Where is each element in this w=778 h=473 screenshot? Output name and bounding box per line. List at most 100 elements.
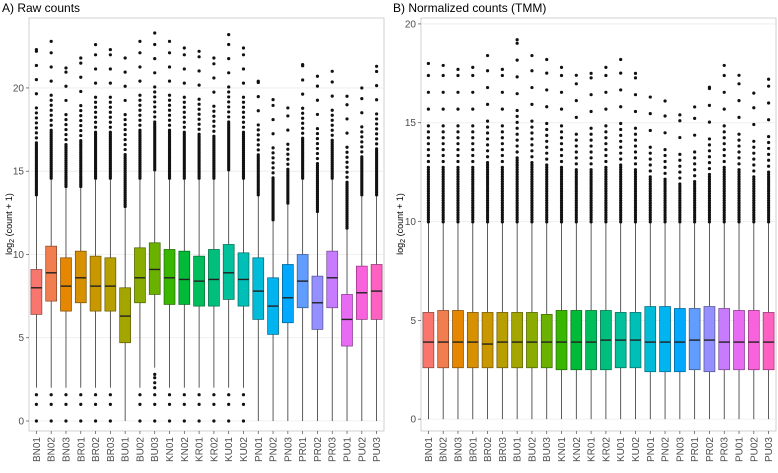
outliers-ku02 [241, 46, 246, 423]
x-tick-label-kn02: KN02 [180, 437, 191, 462]
outliers-pu03 [375, 64, 379, 197]
box-bn03 [60, 66, 72, 423]
outliers-br02 [93, 43, 98, 423]
x-tick-label-pr01: PR01 [690, 437, 701, 462]
y-tick-label: 15 [13, 167, 25, 178]
box-pu03 [762, 77, 775, 420]
x-tick-label-ku02: KU02 [239, 437, 250, 462]
outliers-bn02 [49, 39, 53, 423]
iqr-box-pu01 [341, 294, 353, 347]
iqr-box-kr01 [585, 310, 597, 371]
iqr-box-br03 [496, 312, 509, 369]
box-bu02 [134, 39, 146, 423]
y-tick-label: 10 [13, 250, 25, 261]
x-tick-label-br02: BR02 [483, 437, 494, 462]
iqr-box-br01 [74, 250, 87, 304]
outliers-pu02 [360, 86, 364, 197]
x-tick-label-pu01: PU01 [343, 437, 354, 462]
x-tick-label-br03: BR03 [498, 437, 509, 462]
x-tick-label-bu02: BU02 [527, 437, 538, 462]
outliers-ku02 [633, 71, 638, 224]
x-tick-label-pr02: PR02 [705, 437, 716, 462]
x-tick-label-bu01: BU01 [121, 437, 132, 462]
box-kr02 [208, 56, 220, 423]
y-tick-label: 5 [18, 333, 24, 344]
x-tick-label-kr01: KR01 [195, 437, 206, 462]
outliers-pn03 [286, 106, 290, 205]
x-tick-label-pn02: PN02 [269, 437, 280, 462]
box-br02 [89, 43, 102, 423]
iqr-box-kr02 [208, 249, 220, 307]
iqr-box-pu02 [747, 310, 760, 371]
iqr-box-pr01 [688, 308, 701, 371]
box-bn01 [30, 48, 43, 423]
iqr-box-pn02 [659, 306, 671, 373]
outliers-kn01 [559, 65, 564, 224]
iqr-box-br01 [466, 312, 479, 369]
x-tick-label-bu03: BU03 [150, 437, 161, 462]
iqr-box-kn01 [555, 310, 568, 371]
iqr-box-bu02 [134, 247, 146, 304]
panel-b-y-label: log2 (count + 1) [395, 193, 407, 255]
box-pr02 [311, 74, 324, 422]
iqr-box-pn01 [252, 257, 265, 320]
iqr-box-pr02 [703, 306, 716, 373]
outliers-pn03 [678, 113, 682, 224]
box-pu02 [747, 91, 760, 420]
panel-b-grid [421, 23, 776, 420]
box-pr03 [718, 63, 731, 420]
box-pn03 [674, 113, 686, 420]
outliers-bu02 [530, 53, 534, 224]
box-br03 [104, 48, 117, 423]
x-tick-label-kr02: KR02 [601, 437, 612, 462]
x-tick-label-br01: BR01 [76, 437, 87, 462]
box-bu01 [511, 38, 523, 420]
box-pr01 [688, 105, 701, 420]
panel-a-y-axis: 0 5 10 15 20 [13, 83, 29, 428]
box-kr01 [193, 49, 205, 423]
outliers-pn02 [271, 98, 275, 222]
box-bu03 [540, 57, 553, 420]
y-tick-label: 5 [410, 316, 416, 327]
outliers-kn01 [167, 39, 172, 423]
box-kr02 [600, 65, 612, 420]
box-kn01 [163, 39, 176, 423]
x-tick-label-bn01: BN01 [424, 437, 435, 462]
outliers-kr02 [212, 56, 216, 423]
iqr-box-kn02 [570, 310, 583, 371]
outliers-br03 [500, 67, 504, 224]
box-kr01 [585, 71, 597, 420]
outliers-pu03 [767, 77, 771, 224]
iqr-box-bn03 [60, 257, 72, 312]
panel-a-grid [29, 87, 384, 422]
iqr-box-bn02 [45, 245, 58, 302]
outliers-bn02 [441, 63, 445, 224]
outliers-bn03 [64, 66, 68, 423]
x-tick-label-pu02: PU02 [749, 437, 760, 462]
x-tick-label-kn01: KN01 [165, 437, 176, 462]
outliers-bn01 [34, 48, 38, 423]
y-tick-label: 0 [410, 415, 416, 426]
box-pr01 [296, 63, 309, 422]
box-pu03 [370, 64, 383, 422]
box-br03 [496, 67, 509, 420]
panel-a-plot-area [28, 17, 385, 432]
iqr-box-kn01 [163, 249, 176, 305]
iqr-box-bu03 [540, 314, 553, 369]
x-tick-label-pn02: PN02 [661, 437, 672, 462]
iqr-box-br02 [481, 312, 494, 369]
box-br01 [466, 65, 479, 420]
x-tick-label-pn03: PN03 [283, 437, 294, 462]
panel-a-y-label: log2 (count + 1) [4, 193, 16, 255]
outliers-bu03 [545, 57, 549, 224]
panel-a-x-axis: BN01 BN02 BN03 BR01 BR02 BR03 BU01 BU02 BU03 KN01… [32, 431, 383, 462]
box-ku02 [629, 71, 642, 420]
x-tick-label-bn02: BN02 [47, 437, 58, 462]
outliers-pu01 [737, 73, 741, 224]
box-br02 [481, 53, 494, 420]
outliers-kn02 [574, 73, 578, 224]
outliers-pr03 [330, 69, 334, 180]
outliers-pu01 [345, 94, 349, 230]
x-tick-label-ku01: KU01 [616, 437, 627, 462]
